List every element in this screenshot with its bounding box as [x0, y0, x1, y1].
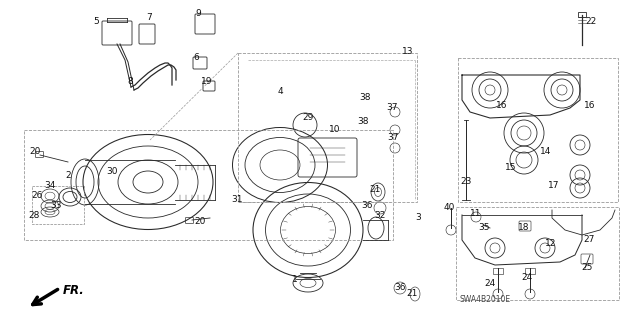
Text: 11: 11 — [470, 209, 482, 218]
Bar — [24, 130, 393, 240]
Text: 33: 33 — [51, 201, 61, 210]
Text: 21: 21 — [369, 186, 381, 195]
Bar — [238, 53, 417, 202]
Text: 9: 9 — [195, 10, 201, 19]
Text: 28: 28 — [28, 211, 40, 219]
Text: 35: 35 — [478, 224, 490, 233]
Text: 36: 36 — [394, 284, 406, 293]
Text: 30: 30 — [106, 167, 118, 176]
Text: 38: 38 — [359, 93, 371, 102]
Text: 37: 37 — [387, 103, 397, 113]
Text: 5: 5 — [93, 18, 99, 26]
Text: 36: 36 — [361, 201, 372, 210]
Text: 22: 22 — [586, 18, 596, 26]
Text: 26: 26 — [31, 190, 43, 199]
Text: 13: 13 — [403, 48, 413, 56]
Text: 27: 27 — [583, 235, 595, 244]
Text: 40: 40 — [444, 203, 454, 211]
Text: 34: 34 — [44, 181, 56, 189]
Bar — [456, 207, 619, 300]
Text: 19: 19 — [201, 78, 212, 86]
Text: 25: 25 — [581, 263, 593, 272]
Text: 29: 29 — [302, 114, 314, 122]
Text: 16: 16 — [496, 100, 508, 109]
Text: 16: 16 — [584, 100, 596, 109]
Bar — [458, 58, 618, 202]
Text: 15: 15 — [505, 164, 516, 173]
Bar — [493, 268, 503, 274]
Text: 20: 20 — [195, 218, 205, 226]
Text: FR.: FR. — [63, 285, 84, 298]
Text: 23: 23 — [460, 177, 472, 187]
Text: 6: 6 — [193, 53, 199, 62]
Text: 37: 37 — [387, 133, 399, 143]
Text: 4: 4 — [277, 87, 283, 97]
Bar — [525, 268, 535, 274]
Text: 8: 8 — [127, 78, 133, 86]
Text: 24: 24 — [484, 278, 495, 287]
Text: 20: 20 — [29, 147, 41, 157]
Text: 12: 12 — [545, 239, 557, 248]
Text: 17: 17 — [548, 181, 560, 189]
Text: 14: 14 — [540, 147, 552, 157]
Text: 38: 38 — [357, 117, 369, 127]
Text: 2: 2 — [65, 170, 71, 180]
Text: 1: 1 — [292, 276, 298, 285]
Text: 32: 32 — [374, 211, 386, 219]
Text: SWA4B2010E: SWA4B2010E — [459, 294, 510, 303]
Bar — [578, 12, 586, 17]
Text: 10: 10 — [329, 125, 340, 135]
Text: 31: 31 — [231, 196, 243, 204]
Text: 18: 18 — [518, 224, 530, 233]
Text: 24: 24 — [522, 273, 532, 283]
Text: 7: 7 — [146, 12, 152, 21]
Text: 21: 21 — [406, 290, 418, 299]
Text: 3: 3 — [415, 213, 421, 222]
